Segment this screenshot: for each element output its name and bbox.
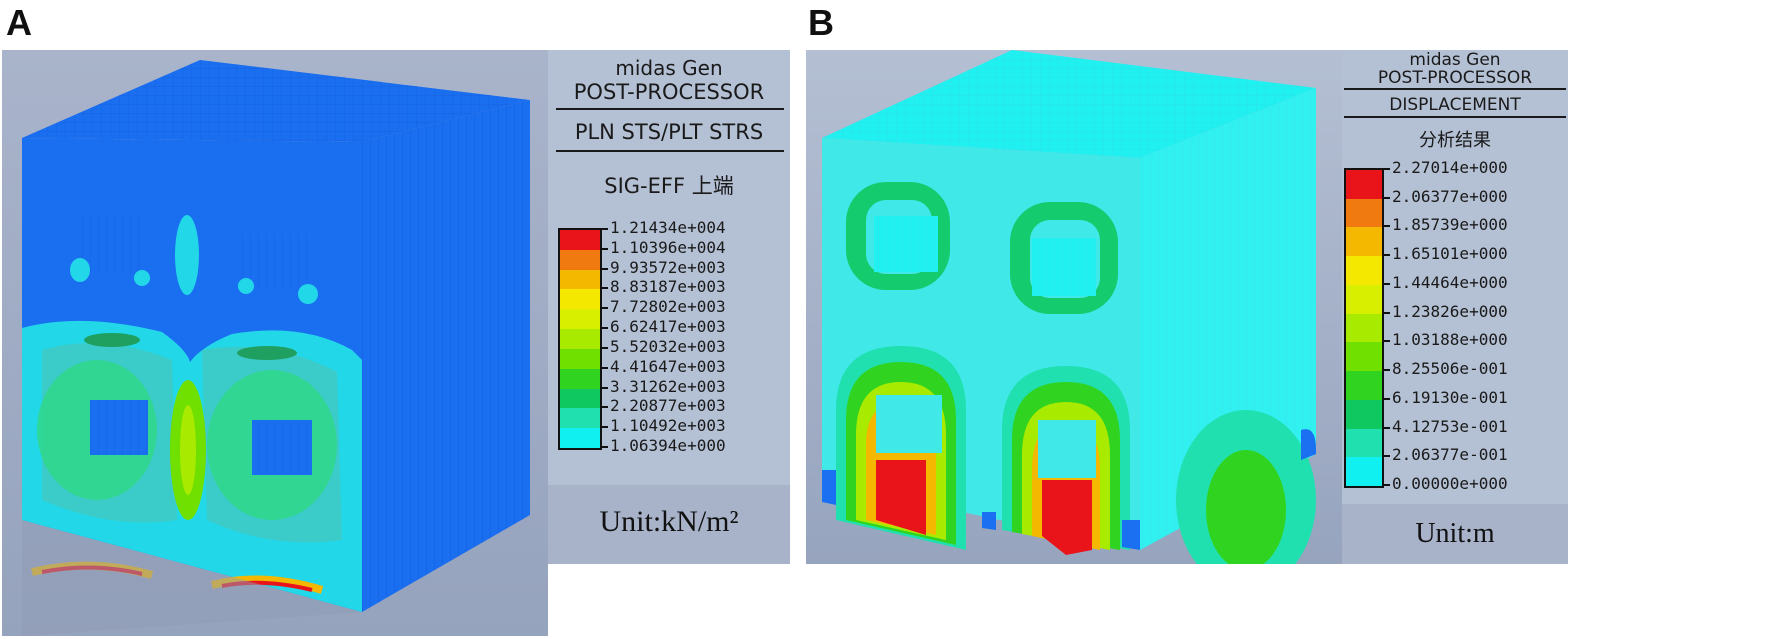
scale-value-label: 1.65101e+000 <box>1392 244 1508 264</box>
legend-component: SIG-EFF 上端 <box>604 174 734 198</box>
panel-a-model-view[interactable] <box>2 50 548 636</box>
legend-divider <box>556 150 784 152</box>
legend-divider <box>556 108 784 110</box>
displacement-contour-model-b <box>806 50 1342 564</box>
scale-value-label: 6.62417e+003 <box>610 317 726 337</box>
unit-label: Unit:kN/m² <box>599 505 739 538</box>
scale-tick <box>600 228 608 230</box>
scale-tick <box>600 327 608 330</box>
color-scale-bar <box>558 228 602 450</box>
color-swatch <box>560 269 600 290</box>
scale-value-label: 1.85739e+000 <box>1392 215 1508 235</box>
scale-value-label: 2.06377e-001 <box>1392 445 1508 465</box>
legend-component: 分析结果 <box>1419 130 1491 151</box>
color-scale-bar <box>1344 168 1384 488</box>
panel-b-label: B <box>808 2 834 43</box>
scale-tick <box>600 307 608 310</box>
panel-a-legend: midas Gen POST-PROCESSOR PLN STS/PLT STR… <box>548 50 790 564</box>
scale-value-label: 8.83187e+003 <box>610 277 726 297</box>
scale-tick <box>600 386 608 389</box>
scale-tick <box>1382 484 1390 486</box>
scale-value-label: 0.00000e+000 <box>1392 474 1508 493</box>
color-swatch <box>560 230 600 250</box>
scale-value-label: 2.06377e+000 <box>1392 186 1508 206</box>
scale-tick <box>600 426 608 429</box>
scale-value-label: 9.93572e+003 <box>610 257 726 277</box>
color-swatch <box>560 289 600 310</box>
scale-tick <box>600 287 608 290</box>
unit-label: Unit:m <box>1415 518 1495 549</box>
scale-tick <box>600 366 608 369</box>
panel-b-legend: midas Gen POST-PROCESSOR DISPLACEMENT 分析… <box>1342 50 1568 504</box>
stress-contour-model-a <box>2 50 548 636</box>
legend-software-name: midas Gen <box>1409 50 1501 70</box>
color-swatch <box>1346 428 1382 458</box>
color-swatch <box>560 309 600 330</box>
color-swatch <box>1346 198 1382 228</box>
scale-value-label: 1.21434e+004 <box>610 218 726 237</box>
scale-value-label: 7.72802e+003 <box>610 297 726 317</box>
color-swatch <box>560 388 600 409</box>
scale-value-label: 6.19130e-001 <box>1392 387 1508 407</box>
scale-value-label: 2.27014e+000 <box>1392 158 1508 177</box>
scale-value-label: 1.44464e+000 <box>1392 272 1508 292</box>
scale-value-label: 4.12753e-001 <box>1392 416 1508 436</box>
color-swatch <box>560 249 600 270</box>
color-swatch <box>1346 313 1382 343</box>
legend-divider <box>1344 88 1566 90</box>
legend-divider <box>1344 116 1566 118</box>
color-swatch <box>560 408 600 429</box>
scale-tick <box>1382 168 1390 170</box>
color-swatch <box>1346 256 1382 285</box>
color-swatch <box>560 329 600 349</box>
scale-tick <box>1382 282 1390 285</box>
scale-tick <box>600 406 608 409</box>
scale-tick <box>1382 426 1390 429</box>
scale-value-label: 2.20877e+003 <box>610 396 726 416</box>
scale-value-label: 8.25506e-001 <box>1392 359 1508 379</box>
legend-module-name: POST-PROCESSOR <box>573 80 765 104</box>
color-swatch <box>1346 227 1382 257</box>
scale-value-label: 3.31262e+003 <box>610 376 726 396</box>
scale-tick <box>1382 196 1390 199</box>
color-swatch <box>1346 457 1382 486</box>
color-swatch <box>1346 342 1382 372</box>
panel-a-unit-box: Unit:kN/m² <box>548 485 790 564</box>
scale-value-label: 1.10492e+003 <box>610 416 726 436</box>
scale-tick <box>600 247 608 250</box>
color-swatch <box>1346 170 1382 199</box>
color-swatch <box>1346 284 1382 314</box>
scale-tick <box>1382 397 1390 400</box>
panel-a-label: A <box>6 2 32 43</box>
scale-value-label: 4.41647e+003 <box>610 356 726 376</box>
scale-value-label: 1.10396e+004 <box>610 237 726 257</box>
scale-value-label: 1.06394e+000 <box>610 436 726 455</box>
color-swatch <box>560 428 600 448</box>
panel-b-unit-box: Unit:m <box>1342 504 1568 564</box>
legend-result-type: PLN STS/PLT STRS <box>574 120 764 144</box>
scale-value-label: 5.52032e+003 <box>610 336 726 356</box>
scale-tick <box>1382 369 1390 372</box>
scale-tick <box>1382 455 1390 458</box>
scale-tick <box>600 446 608 448</box>
scale-tick <box>1382 311 1390 314</box>
scale-tick <box>600 346 608 349</box>
scale-value-label: 1.03188e+000 <box>1392 330 1508 350</box>
scale-tick <box>1382 340 1390 343</box>
scale-tick <box>600 267 608 270</box>
panel-b-model-view[interactable] <box>806 50 1342 564</box>
color-swatch <box>1346 371 1382 400</box>
scale-value-label: 1.23826e+000 <box>1392 301 1508 321</box>
legend-result-type: DISPLACEMENT <box>1389 95 1521 115</box>
color-swatch <box>560 368 600 389</box>
color-swatch <box>1346 399 1382 429</box>
legend-software-name: midas Gen <box>615 56 723 80</box>
scale-tick <box>1382 254 1390 257</box>
scale-tick <box>1382 225 1390 228</box>
color-swatch <box>560 348 600 369</box>
legend-module-name: POST-PROCESSOR <box>1377 68 1533 88</box>
